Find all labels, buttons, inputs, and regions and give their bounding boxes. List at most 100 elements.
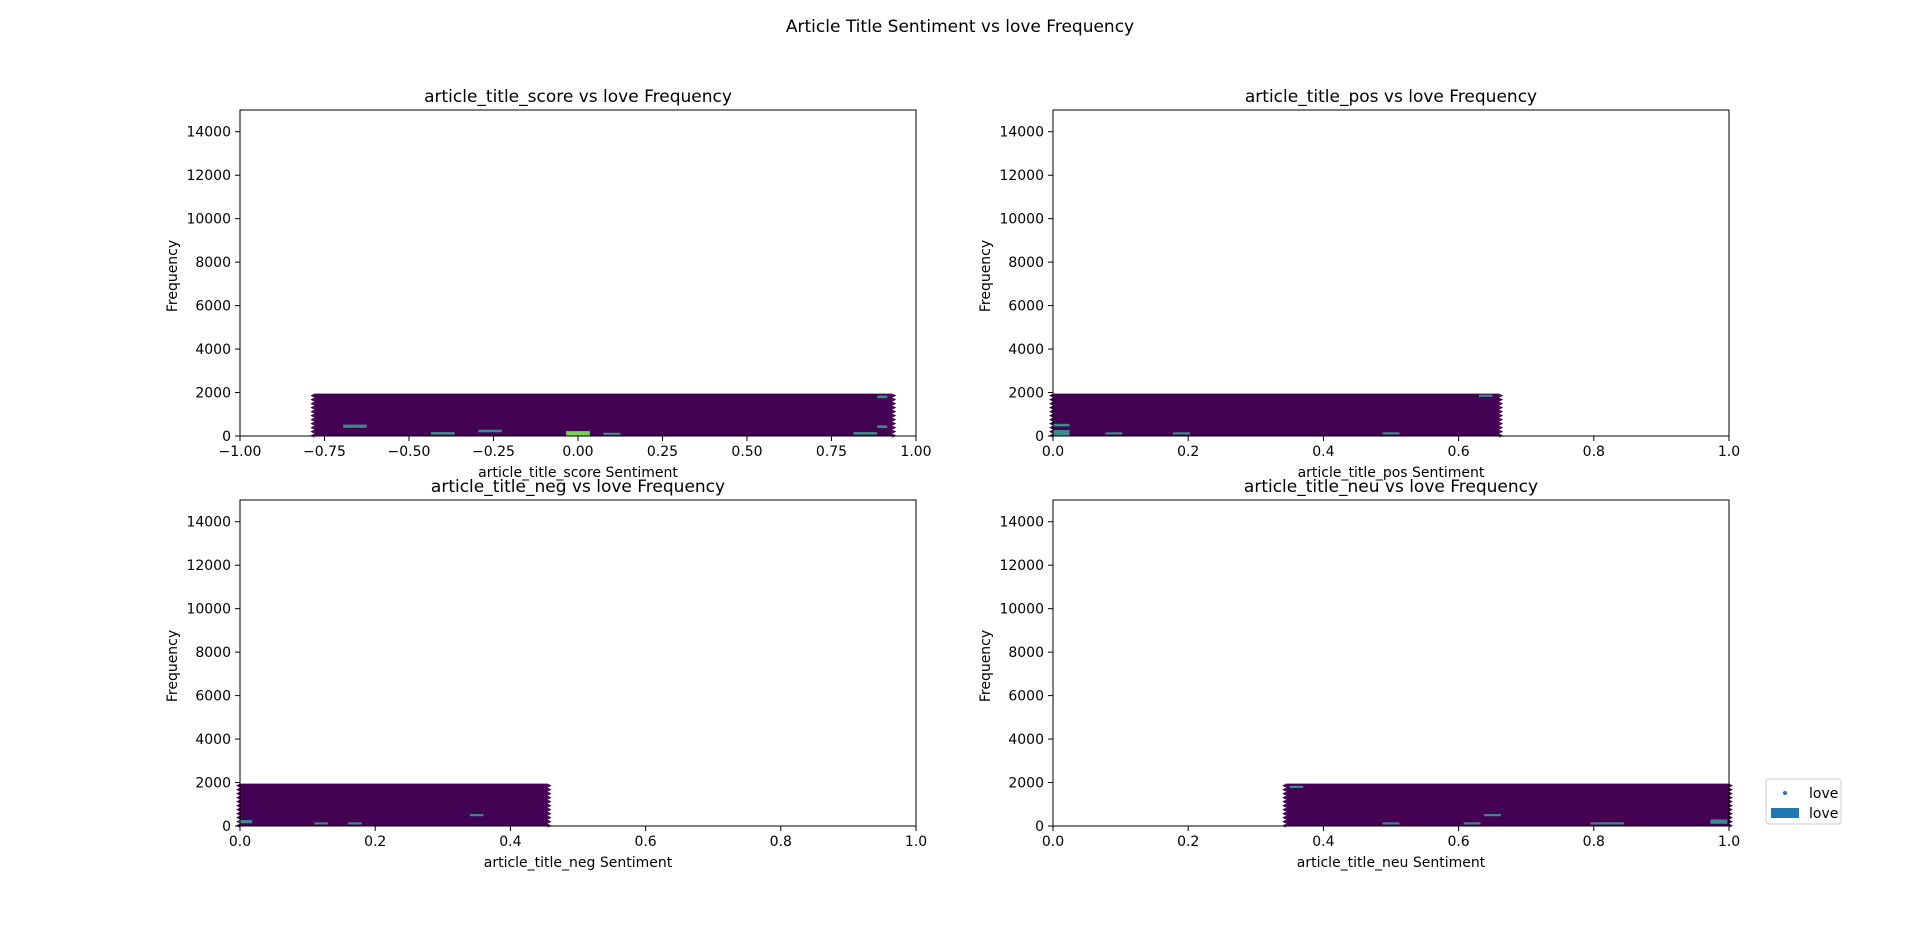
heatmap-hot-bin xyxy=(1052,423,1070,427)
heatmap-edge-bin xyxy=(1049,421,1053,426)
heatmap-edge-bin xyxy=(547,815,552,820)
heatmap-hot-bin xyxy=(314,822,328,825)
heatmap-edge-bin xyxy=(310,393,315,398)
y-tick-label: 8000 xyxy=(195,645,231,661)
y-tick-label: 2000 xyxy=(195,386,231,402)
heatmap-edge-bin xyxy=(236,795,240,800)
heatmap-edge-bin xyxy=(547,787,552,792)
heatmap-edge-bin xyxy=(1049,393,1053,398)
y-tick-label: 12000 xyxy=(186,168,231,184)
x-tick-label: 0.4 xyxy=(1312,444,1334,460)
heatmap-edge-bin xyxy=(1729,807,1733,812)
heatmap-edge-bin xyxy=(1282,791,1287,796)
heatmap-edge-bin xyxy=(892,413,897,418)
heatmap-edge-bin xyxy=(547,811,552,816)
heatmap-edge-bin xyxy=(1282,795,1287,800)
heatmap-edge-bin xyxy=(236,787,240,792)
heatmap-edge-bin xyxy=(1729,819,1733,824)
y-axis-label: Frequency xyxy=(165,630,181,702)
y-tick-label: 0 xyxy=(222,819,231,835)
heatmap-hot-bin xyxy=(877,425,888,428)
heatmap-hot-bin xyxy=(603,432,621,435)
x-tick-label: 1.0 xyxy=(1718,834,1740,850)
plot-title: article_title_pos vs love Frequency xyxy=(1245,87,1537,107)
heatmap-edge-bin xyxy=(1049,401,1053,406)
x-tick-label: 0.0 xyxy=(229,834,251,850)
heatmap-edge-bin xyxy=(547,783,552,788)
heatmap-edge-bin xyxy=(1049,425,1053,430)
x-tick-label: 0.8 xyxy=(1583,834,1605,850)
heatmap-edge-bin xyxy=(1499,401,1504,406)
axes: 0.0 0.2 0.4 0.6 0.8 1.0 0 2000 4000 6000 8000 10000… xyxy=(999,499,1740,850)
heatmap-hot-bin xyxy=(1172,432,1190,435)
plot-frame xyxy=(1052,109,1730,437)
y-tick-label: 12000 xyxy=(186,558,231,574)
plot-frame xyxy=(239,109,917,437)
heatmap-edge-bin xyxy=(547,819,552,824)
heatmap-edge-bin xyxy=(1499,393,1504,398)
heatmap-edge-bin xyxy=(1282,811,1287,816)
x-axis-label: article_title_pos Sentiment xyxy=(1298,465,1485,481)
x-tick-label: −0.75 xyxy=(303,444,346,460)
heatmap-edge-bin xyxy=(892,393,897,398)
legend-label: love xyxy=(1809,786,1838,802)
heatmap-hot-bin xyxy=(1463,822,1481,825)
heatmap-edge-bin xyxy=(892,405,897,410)
subplot-neu: article_title_neu vs love Frequency 0.0 0… xyxy=(978,477,1740,871)
heatmap-edge-bin xyxy=(1049,413,1053,418)
heatmap-edge-bin xyxy=(892,409,897,414)
axes: 0.0 0.2 0.4 0.6 0.8 1.0 0 2000 4000 6000 8000 10000… xyxy=(186,499,927,850)
heatmap-edge-bin xyxy=(1499,417,1504,422)
heatmap-edge-bin xyxy=(1282,799,1287,804)
heatmap-edge-bin xyxy=(1282,815,1287,820)
y-tick-label: 10000 xyxy=(186,602,231,618)
legend: love love xyxy=(1765,778,1842,825)
heatmap-base-region xyxy=(1286,783,1729,826)
heatmap-edge-bin xyxy=(547,791,552,796)
y-tick-label: 6000 xyxy=(1008,689,1044,705)
y-tick-label: 12000 xyxy=(999,558,1044,574)
heatmap-edge-bin xyxy=(892,425,897,430)
heatmap-edge-bin xyxy=(310,413,315,418)
heatmap-edge-bin xyxy=(547,795,552,800)
heatmap-edge-bin xyxy=(1729,791,1733,796)
x-axis-label: article_title_score Sentiment xyxy=(478,465,678,481)
x-tick-label: 0.8 xyxy=(1583,444,1605,460)
heatmap-hot-bin xyxy=(1710,819,1728,824)
heatmap-edge-bin xyxy=(1499,405,1504,410)
x-tick-label: 0.00 xyxy=(562,444,593,460)
x-tick-label: 0.50 xyxy=(731,444,762,460)
heatmap-edge-bin xyxy=(1282,819,1287,824)
x-tick-label: −0.25 xyxy=(472,444,515,460)
heatmap-edge-bin xyxy=(1049,409,1053,414)
y-tick-label: 2000 xyxy=(195,776,231,792)
y-tick-label: 2000 xyxy=(1008,386,1044,402)
heatmap-edge-bin xyxy=(1282,787,1287,792)
heatmap-edge-bin xyxy=(310,417,315,422)
heatmap-edge-bin xyxy=(310,421,315,426)
y-tick-label: 4000 xyxy=(1008,342,1044,358)
heatmap-edge-bin xyxy=(1729,811,1733,816)
heatmap-edge-bin xyxy=(310,405,315,410)
x-tick-label: 0.2 xyxy=(364,834,386,850)
x-tick-label: 0.8 xyxy=(770,834,792,850)
y-tick-label: 0 xyxy=(1035,429,1044,445)
x-tick-label: −1.00 xyxy=(219,444,262,460)
heatmap-edge-bin xyxy=(1499,413,1504,418)
heatmap-edge-bin xyxy=(1282,783,1287,788)
y-tick-label: 10000 xyxy=(999,602,1044,618)
heatmap-edge-bin xyxy=(1729,799,1733,804)
heatmap-hot-bin xyxy=(1105,432,1123,435)
heatmap-edge-bin xyxy=(236,811,240,816)
x-tick-label: 1.0 xyxy=(905,834,927,850)
x-tick-label: 1.00 xyxy=(900,444,931,460)
heatmap-hot-bin xyxy=(478,429,502,433)
y-tick-label: 8000 xyxy=(1008,645,1044,661)
y-axis-label: Frequency xyxy=(165,240,181,312)
heatmap-edge-bin xyxy=(310,401,315,406)
heatmap-hot-bin xyxy=(1382,822,1400,825)
heatmap-hot-bin xyxy=(348,822,362,825)
heatmap-edge-bin xyxy=(547,803,552,808)
legend-point-marker xyxy=(1783,791,1787,795)
heatmap-hot-bin xyxy=(343,424,367,428)
